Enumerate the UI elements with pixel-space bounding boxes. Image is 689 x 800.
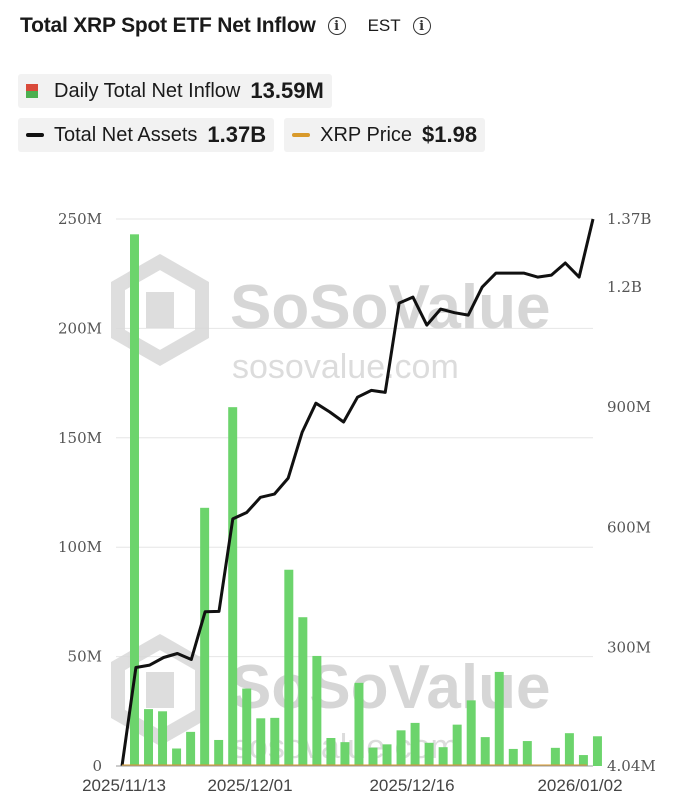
inflow-bar — [368, 747, 378, 766]
x-tick-label: 2025/11/13 — [82, 776, 166, 795]
x-tick-label: 2026/01/02 — [537, 776, 622, 795]
bar-series — [130, 234, 602, 766]
right-tick-label: 900M — [607, 398, 651, 416]
inflow-bar — [256, 718, 266, 766]
left-tick-label: 0 — [92, 757, 102, 775]
inflow-bar — [284, 569, 294, 766]
legend-price-value: $1.98 — [422, 122, 478, 147]
right-tick-label: 300M — [607, 638, 651, 656]
legend-inflow-label: Daily Total Net Inflow — [54, 79, 241, 102]
right-tick-label: 1.37B — [607, 210, 651, 228]
total-net-assets-line — [120, 218, 595, 767]
inflow-bar — [200, 507, 210, 766]
price-swatch-icon — [292, 133, 311, 137]
right-tick-label: 1.2B — [607, 278, 642, 296]
left-tick-label: 150M — [58, 429, 102, 447]
chart-axes: 0 50M 100M 150M 200M 250M 4.04M 300M 600M 900M 1.2… — [58, 210, 656, 795]
legend-inflow[interactable]: Daily Total Net Inflow 13.59M — [18, 74, 332, 108]
legend-assets[interactable]: Total Net Assets 1.37B — [18, 118, 275, 152]
watermark-logo-core — [146, 672, 174, 708]
left-tick-label: 250M — [58, 210, 102, 228]
assets-swatch-icon — [26, 133, 44, 137]
inflow-bar — [410, 722, 420, 766]
watermark-brand: SoSoValue — [230, 273, 550, 342]
inflow-bar — [592, 736, 602, 766]
inflow-bar — [494, 671, 504, 766]
legend-price[interactable]: XRP Price $1.98 — [284, 118, 486, 152]
inflow-bar — [186, 731, 196, 766]
inflow-bar — [522, 741, 532, 766]
inflow-bar — [508, 748, 518, 766]
inflow-bar — [228, 407, 238, 766]
x-tick-label: 2025/12/16 — [369, 776, 454, 795]
inflow-swatch-icon — [26, 84, 38, 98]
inflow-bar — [158, 711, 168, 766]
legend-price-label: XRP Price — [320, 123, 413, 146]
inflow-bar — [466, 700, 476, 766]
watermark-logo-core — [146, 292, 174, 328]
inflow-bar — [480, 737, 490, 766]
inflow-bar — [326, 737, 336, 766]
right-tick-label: 600M — [607, 518, 651, 536]
left-tick-label: 100M — [58, 538, 102, 556]
legend-assets-label: Total Net Assets — [54, 123, 198, 146]
watermark-url: sosovalue.com — [232, 348, 459, 386]
timezone-info-icon[interactable]: i — [412, 17, 431, 35]
inflow-bar — [396, 730, 406, 766]
legend-row-2: Total Net Assets 1.37B XRP Price $1.98 — [18, 118, 486, 152]
inflow-bar — [550, 747, 560, 766]
legend-inflow-value: 13.59M — [250, 78, 324, 103]
inflow-bar — [452, 724, 462, 766]
info-icon[interactable]: i — [327, 17, 346, 35]
inflow-bar — [340, 742, 350, 766]
inflow-bar — [564, 733, 574, 766]
watermark-logo-icon — [111, 253, 209, 367]
legend-row-1: Daily Total Net Inflow 13.59M — [18, 74, 332, 108]
inflow-bar — [242, 688, 252, 766]
inflow-bar — [312, 655, 322, 766]
legend-assets-value: 1.37B — [207, 122, 267, 147]
inflow-bar — [270, 717, 280, 766]
timezone-label: EST — [367, 16, 401, 35]
inflow-bar — [382, 744, 392, 766]
left-tick-label: 200M — [58, 319, 102, 337]
inflow-bar — [144, 709, 154, 766]
left-tick-label: 50M — [68, 648, 102, 666]
x-tick-label: 2025/12/01 — [207, 776, 292, 795]
inflow-bar — [214, 739, 224, 766]
watermark: SoSoValue sosovalue.com — [111, 253, 550, 386]
right-tick-label: 4.04M — [607, 757, 656, 775]
inflow-bar — [578, 755, 588, 766]
inflow-bar — [424, 742, 434, 766]
chart-title: Total XRP Spot ETF Net Inflow — [20, 14, 316, 37]
inflow-bar — [438, 747, 448, 766]
inflow-bar — [130, 234, 139, 766]
inflow-bar — [298, 617, 308, 766]
chart-header: Total XRP Spot ETF Net Inflow i EST i — [20, 14, 431, 38]
inflow-bar — [172, 748, 182, 766]
inflow-bar — [354, 682, 364, 766]
